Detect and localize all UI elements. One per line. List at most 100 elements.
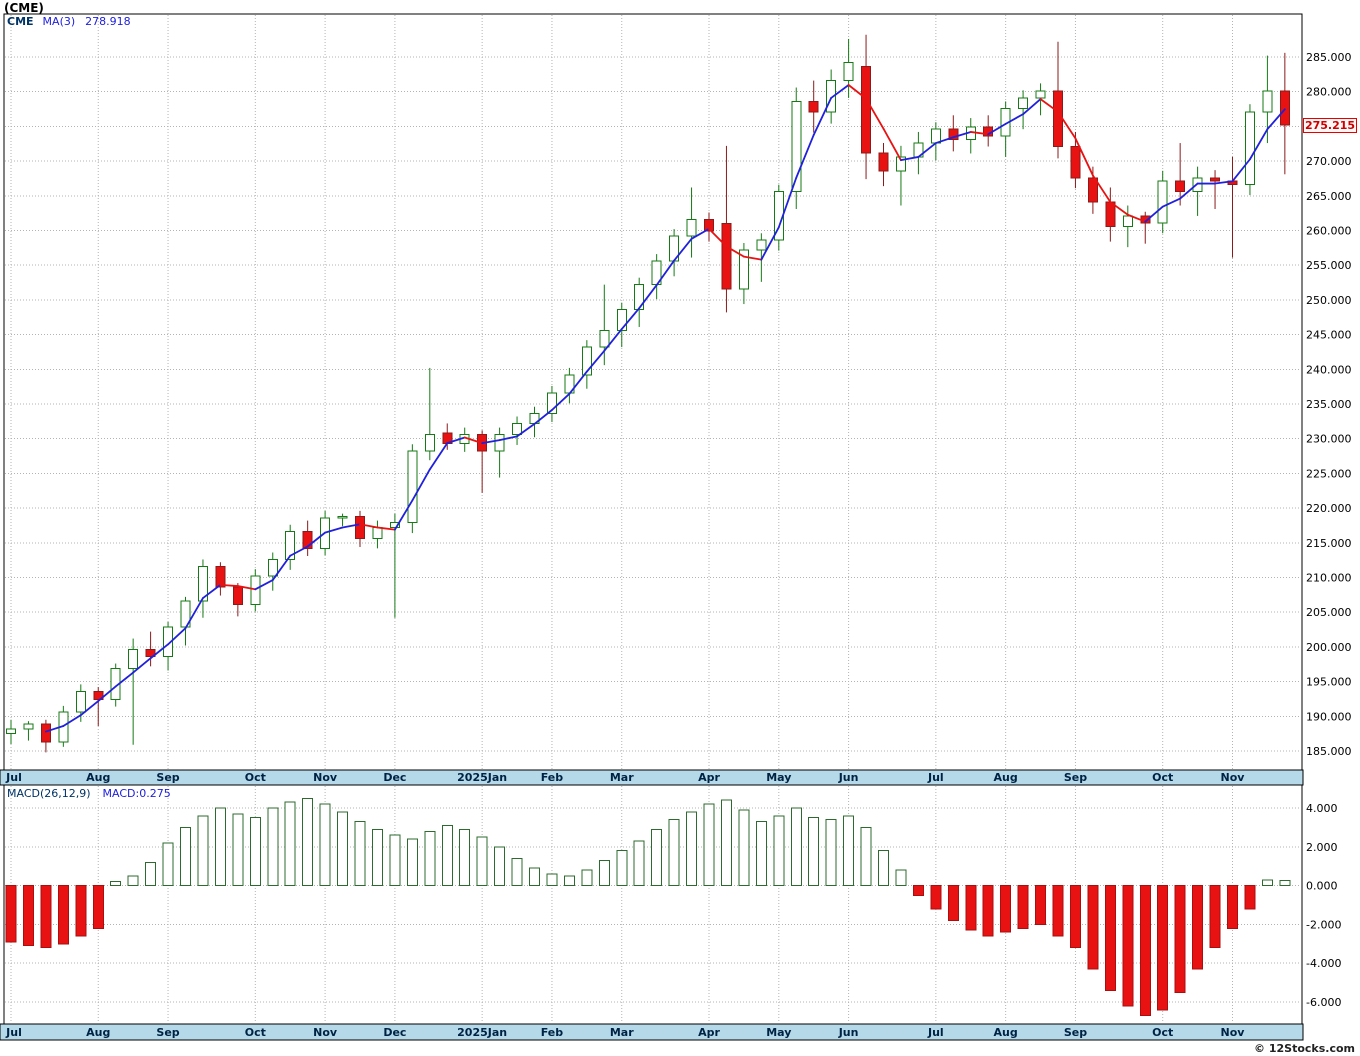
candle-bullish	[1244, 111, 1255, 186]
macd-bar-positive	[406, 838, 418, 887]
price-axis-label: 270.000	[1306, 155, 1352, 168]
candle-bearish	[302, 531, 313, 549]
month-label: Mar	[610, 1026, 634, 1039]
candle-bullish	[826, 80, 837, 113]
ma-line-segment	[359, 523, 379, 529]
candle-bearish	[1175, 180, 1186, 193]
macd-bar-negative	[1104, 885, 1116, 991]
ma-line-segment	[987, 122, 1007, 136]
month-label: Apr	[698, 1026, 720, 1039]
watermark: © 12Stocks.com	[1254, 1042, 1355, 1055]
ma-line-segment	[1074, 137, 1094, 177]
candle-bullish	[1157, 180, 1168, 224]
ma-line-segment	[114, 671, 135, 688]
month-label: Aug	[994, 1026, 1018, 1039]
ma-line-segment	[620, 307, 641, 330]
ma-line-segment	[585, 349, 606, 373]
ma-line-segment	[969, 131, 990, 136]
candle-bullish	[686, 218, 697, 237]
macd-panel-frame	[3, 784, 1303, 1025]
ma-line-segment	[1231, 158, 1251, 183]
ma-line-segment	[638, 284, 658, 310]
macd-bar-positive	[651, 828, 663, 887]
candle-bullish	[756, 239, 767, 251]
price-axis-label: 190.000	[1306, 710, 1352, 723]
ma-line-segment	[725, 245, 745, 258]
ma-line-segment	[1039, 98, 1059, 113]
month-label: Nov	[1221, 771, 1246, 784]
candle-bearish	[1105, 201, 1116, 227]
ma-line-segment	[45, 725, 65, 733]
macd-bar-negative	[75, 885, 87, 937]
macd-legend-value: MACD:0.275	[102, 787, 171, 800]
macd-bar-negative	[5, 885, 17, 943]
macd-bar-positive	[546, 873, 558, 887]
month-label: Aug	[86, 1026, 110, 1039]
macd-bar-positive	[371, 828, 383, 887]
price-axis-label: 185.000	[1306, 745, 1352, 758]
macd-bar-positive	[319, 803, 331, 887]
price-axis-label: 250.000	[1306, 294, 1352, 307]
macd-bar-positive	[720, 799, 732, 887]
candle-bullish	[285, 531, 296, 560]
macd-bar-positive	[790, 807, 802, 887]
price-axis-label: 220.000	[1306, 502, 1352, 515]
candle-bearish	[40, 723, 51, 743]
price-axis-label: 230.000	[1306, 433, 1352, 446]
macd-bar-positive	[808, 817, 820, 887]
ma-line-segment	[551, 392, 571, 411]
macd-bar-positive	[825, 819, 837, 887]
month-label: Jul	[927, 1026, 944, 1039]
macd-bar-positive	[284, 801, 296, 887]
price-axis-label: 195.000	[1306, 676, 1352, 689]
month-label: Sep	[1064, 771, 1087, 784]
month-label: Feb	[541, 1026, 564, 1039]
month-label: Jun	[838, 771, 859, 784]
month-label: Oct	[245, 771, 266, 784]
ma-line-segment	[1249, 128, 1269, 161]
macd-bar-positive	[197, 815, 209, 887]
month-label: Aug	[86, 771, 110, 784]
month-label: Jul	[5, 771, 22, 784]
month-label: Dec	[383, 1026, 406, 1039]
ma-line-segment	[1161, 197, 1182, 208]
macd-bar-positive	[738, 809, 750, 887]
macd-axis-label: 2.000	[1306, 841, 1338, 854]
candle-bullish	[23, 723, 34, 730]
macd-bar-positive	[563, 875, 575, 887]
macd-bar-negative	[40, 885, 52, 949]
ma-line-segment	[952, 131, 972, 139]
legend-ma-value: 278.918	[85, 15, 131, 28]
ma-line-segment	[324, 526, 344, 534]
candle-bullish	[512, 422, 523, 436]
macd-bar-negative	[1139, 885, 1151, 1017]
ma-line-segment	[1109, 201, 1129, 216]
macd-bar-positive	[703, 803, 715, 887]
candle-bearish	[215, 565, 226, 588]
macd-axis-label: -6.000	[1306, 996, 1341, 1009]
chart-symbol-title: (CME)	[4, 1, 44, 15]
ma-line-segment	[393, 499, 414, 531]
ma-line-segment	[812, 97, 833, 136]
month-label: Oct	[1152, 1026, 1173, 1039]
candle-bullish	[616, 309, 627, 331]
candle-bullish	[197, 565, 208, 602]
candle-bullish	[930, 128, 941, 144]
candle-bullish	[581, 346, 592, 376]
macd-bar-positive	[755, 821, 767, 887]
ma-line-segment	[236, 585, 257, 591]
macd-bar-positive	[616, 850, 628, 887]
ma-line-segment	[673, 237, 693, 262]
candle-bearish	[1087, 177, 1098, 203]
ma-line-segment	[1179, 182, 1199, 200]
macd-bar-positive	[441, 824, 453, 887]
candle-bullish	[250, 575, 261, 606]
macd-bar-positive	[267, 807, 279, 887]
ma-line-segment	[1057, 110, 1077, 140]
macd-bar-positive	[773, 815, 785, 887]
ma-line-segment	[847, 84, 867, 100]
month-label: Nov	[1221, 1026, 1246, 1039]
macd-bar-positive	[459, 828, 471, 887]
macd-bar-negative	[965, 885, 977, 931]
